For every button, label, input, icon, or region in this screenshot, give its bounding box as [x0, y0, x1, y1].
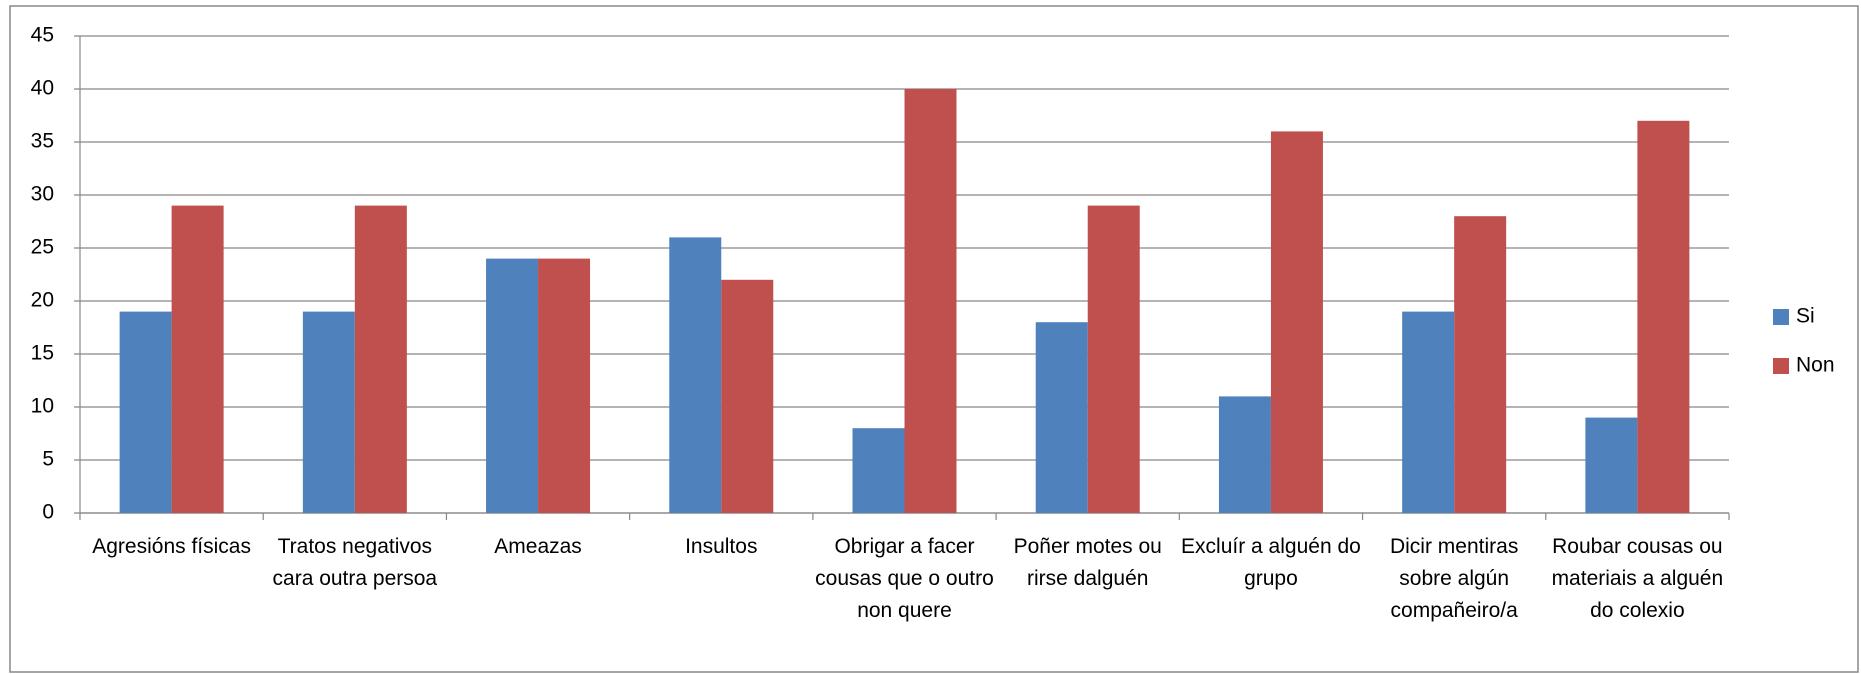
- y-tick-label: 5: [42, 448, 54, 471]
- y-tick-label: 15: [31, 342, 54, 365]
- x-tick-label: Ameazas: [494, 535, 582, 558]
- legend-label: Si: [1796, 305, 1815, 328]
- y-tick-label: 45: [31, 24, 54, 47]
- y-tick-label: 40: [31, 77, 54, 100]
- x-tick-label: Agresións físicas: [92, 535, 251, 558]
- bar: [1585, 417, 1638, 513]
- y-tick-label: 0: [42, 501, 54, 524]
- x-tick-label: Excluír a alguén do grupo: [1181, 535, 1361, 590]
- y-tick-label: 35: [31, 130, 54, 153]
- legend-swatch: [1773, 358, 1789, 374]
- y-tick-label: 25: [31, 236, 54, 259]
- bar: [1087, 205, 1140, 513]
- x-tick-label: Poñer motes ou rirse dalguén: [1013, 535, 1162, 590]
- bar: [302, 311, 355, 513]
- bar: [354, 205, 407, 513]
- bar: [1402, 311, 1455, 513]
- bar: [1454, 216, 1507, 513]
- x-tick-label: Insultos: [685, 535, 758, 558]
- bar: [119, 311, 172, 513]
- x-tick-label: Obrigar a facer cousas que o outro non q…: [815, 535, 994, 622]
- bar: [1035, 322, 1088, 513]
- y-tick-label: 30: [31, 183, 54, 206]
- bar: [486, 258, 539, 513]
- x-tick-label: Roubar cousas ou materiais a alguén do c…: [1551, 535, 1724, 622]
- bar: [721, 279, 774, 513]
- x-tick-label: Tratos negativos cara outra persoa: [272, 535, 438, 590]
- bar: [852, 428, 905, 513]
- legend-label: Non: [1796, 354, 1835, 377]
- bar: [1218, 396, 1271, 513]
- bar: [904, 89, 957, 513]
- bar: [171, 205, 224, 513]
- x-tick-label: Dicir mentiras sobre algún compañeiro/a: [1389, 535, 1519, 622]
- legend-swatch: [1773, 309, 1789, 325]
- chart-border: [9, 5, 1859, 673]
- y-tick-label: 20: [31, 289, 54, 312]
- y-tick-label: 10: [31, 395, 54, 418]
- bar: [1270, 131, 1323, 513]
- bar: [538, 258, 591, 513]
- bar: [669, 237, 722, 513]
- bar: [1637, 120, 1690, 514]
